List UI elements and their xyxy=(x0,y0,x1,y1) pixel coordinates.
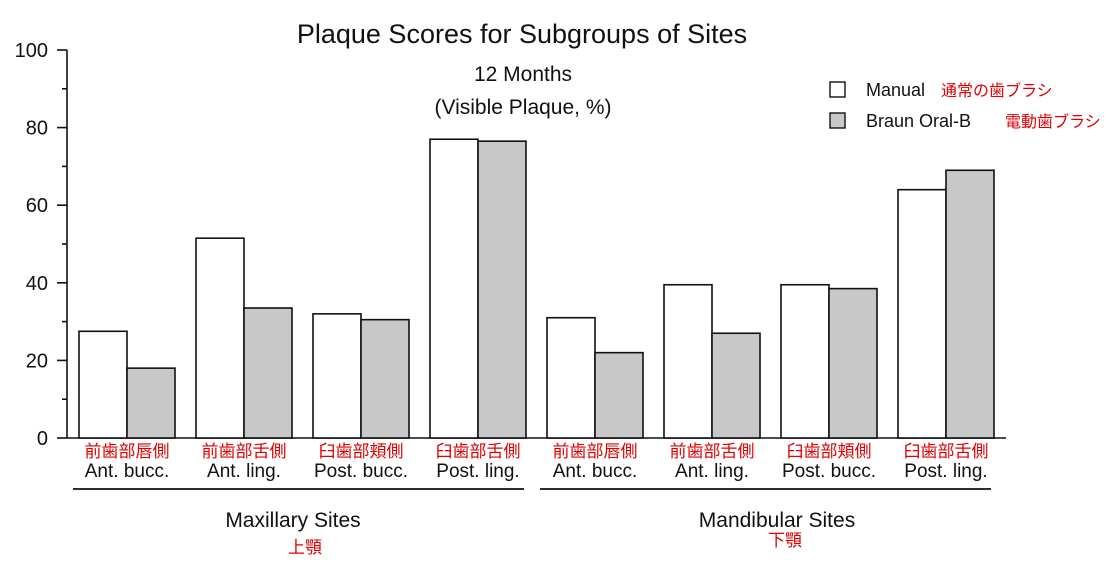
legend-swatch-manual xyxy=(829,81,846,98)
y-tick-label: 0 xyxy=(37,428,48,450)
y-tick-label: 80 xyxy=(26,118,48,140)
group-label-mandibular-ja: 下顎 xyxy=(768,531,802,550)
chart-title: Plaque Scores for Subgroups of Sites xyxy=(297,19,747,49)
bar-braun xyxy=(945,169,995,439)
group-label-mandibular: Mandibular Sites xyxy=(699,509,855,532)
bar-braun xyxy=(711,332,761,439)
bar-manual xyxy=(195,237,245,439)
legend-label-braun: Braun Oral-B xyxy=(866,111,971,131)
category-label-ja: 臼歯部舌側 xyxy=(904,442,989,461)
legend-swatch-braun xyxy=(829,112,846,129)
y-ticks: 0 20 40 60 80 100 xyxy=(15,40,67,450)
y-tick-label: 40 xyxy=(26,273,48,295)
legend-label-manual: Manual xyxy=(866,80,925,100)
bar-manual xyxy=(546,316,596,439)
group-mandibular: Mandibular Sites 下顎 xyxy=(540,488,991,550)
legend-label-manual-ja: 通常の歯ブラシ xyxy=(941,81,1053,100)
category-label-ja: 臼歯部舌側 xyxy=(436,442,521,461)
bar-manual xyxy=(897,188,947,439)
category-label: Post. bucc. xyxy=(314,461,408,482)
category-label-ja: 臼歯部頬側 xyxy=(787,442,872,461)
chart-subtitle-months: 12 Months xyxy=(474,63,572,86)
group-label-maxillary: Maxillary Sites xyxy=(225,509,360,532)
bar-braun xyxy=(828,287,878,439)
bar-manual xyxy=(429,138,479,439)
bar-braun xyxy=(360,318,410,439)
category-label-ja: 臼歯部頬側 xyxy=(319,442,404,461)
category-label-ja: 前歯部唇側 xyxy=(85,442,170,461)
bars xyxy=(78,138,995,439)
category-label-ja: 前歯部舌側 xyxy=(202,442,287,461)
chart-subtitle-units: (Visible Plaque, %) xyxy=(434,96,611,119)
legend-item-braun: Braun Oral-B 電動歯ブラシ xyxy=(829,111,1101,131)
category-label-ja: 前歯部舌側 xyxy=(670,442,755,461)
legend-item-manual: Manual 通常の歯ブラシ xyxy=(829,80,1053,100)
bar-manual xyxy=(663,283,713,439)
bar-braun xyxy=(243,307,293,439)
category-label: Ant. bucc. xyxy=(85,461,170,482)
legend-label-braun-ja: 電動歯ブラシ xyxy=(1005,112,1101,131)
legend: Manual 通常の歯ブラシ Braun Oral-B 電動歯ブラシ xyxy=(829,80,1101,131)
bar-braun xyxy=(477,140,527,439)
category-label: Post. ling. xyxy=(904,461,987,482)
y-tick-label: 20 xyxy=(26,350,48,372)
group-label-maxillary-ja: 上顎 xyxy=(288,538,322,557)
bar-braun xyxy=(594,351,644,439)
bar-manual xyxy=(780,283,830,439)
y-tick-label: 60 xyxy=(26,195,48,217)
group-maxillary: Maxillary Sites 上顎 xyxy=(73,488,524,557)
category-label: Post. bucc. xyxy=(782,461,876,482)
category-label: Ant. ling. xyxy=(675,461,749,482)
category-label: Ant. bucc. xyxy=(553,461,638,482)
category-label: Post. ling. xyxy=(436,461,519,482)
category-label: Ant. ling. xyxy=(207,461,281,482)
bar-manual xyxy=(312,313,362,439)
bar-braun xyxy=(126,367,176,439)
category-label-ja: 前歯部唇側 xyxy=(553,442,638,461)
bar-manual xyxy=(78,330,128,439)
y-tick-label: 100 xyxy=(15,40,48,62)
